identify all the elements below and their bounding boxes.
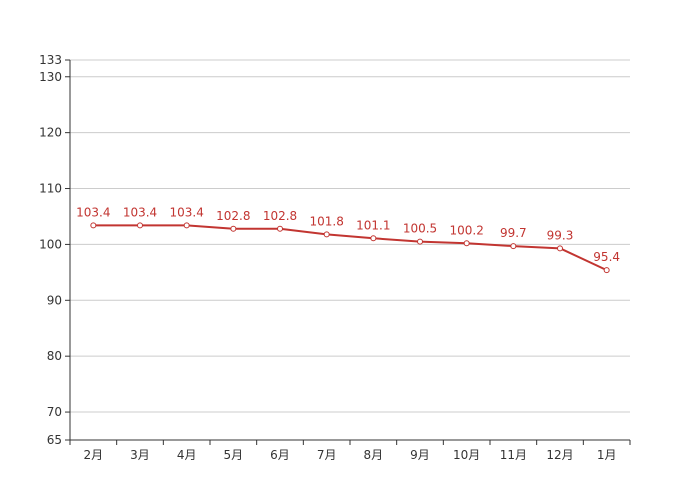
y-tick-label: 90 (47, 293, 62, 307)
data-point (230, 225, 237, 232)
data-label: 99.7 (500, 226, 527, 240)
data-label: 95.4 (593, 250, 620, 264)
data-label: 100.2 (449, 223, 483, 237)
data-point (417, 238, 423, 245)
data-label: 101.1 (356, 218, 390, 232)
x-tick-label: 7月 (317, 448, 337, 462)
gridlines (70, 59, 630, 413)
data-label: 99.3 (547, 228, 574, 242)
x-tick-label: 3月 (130, 448, 150, 462)
axes (65, 59, 631, 445)
data-labels: 103.4 103.4 103.4 102.8 102.8 101.8 101.1 100.5… (76, 205, 620, 264)
series (90, 222, 610, 274)
data-point (277, 225, 283, 232)
data-label: 102.8 (216, 209, 250, 223)
series-line (93, 224, 608, 272)
x-axis-tick-labels: 2月 3月 4月 5月 6月 7月 8月 9月 10月 11月 12月 1月 (84, 448, 617, 462)
data-point (370, 235, 377, 242)
y-tick-label: 110 (39, 182, 62, 196)
x-tick-label: 10月 (453, 448, 480, 462)
x-tick-label: 12月 (546, 448, 573, 462)
y-tick-label: 130 (39, 70, 62, 84)
y-tick-label: 65 (47, 433, 62, 447)
x-tick-label: 4月 (177, 448, 197, 462)
x-tick-label: 9月 (410, 448, 430, 462)
y-axis-tick-labels: 65 70 80 90 100 110 120 130 133 (39, 53, 62, 447)
data-label: 102.8 (263, 209, 297, 223)
data-label: 103.4 (76, 205, 110, 219)
y-tick-label: 100 (39, 237, 62, 251)
data-point (603, 267, 610, 274)
data-label: 100.5 (403, 222, 437, 236)
y-tick-label: 80 (47, 349, 62, 363)
x-tick-label: 1月 (597, 448, 617, 462)
data-point (183, 222, 190, 229)
data-point (90, 222, 97, 229)
x-tick-label: 8月 (364, 448, 384, 462)
x-tick-label: 5月 (224, 448, 244, 462)
data-label: 101.8 (309, 214, 343, 228)
data-point (557, 245, 563, 252)
x-tick-label: 2月 (84, 448, 104, 462)
data-point (463, 240, 470, 247)
data-point (323, 231, 330, 238)
y-tick-label: 133 (39, 53, 62, 67)
data-point (137, 222, 143, 229)
x-tick-label: 11月 (500, 448, 527, 462)
data-label: 103.4 (169, 205, 203, 219)
data-label: 103.4 (123, 205, 157, 219)
data-point (510, 243, 517, 250)
y-tick-label: 70 (47, 405, 62, 419)
x-tick-label: 6月 (270, 448, 290, 462)
y-tick-label: 120 (39, 126, 62, 140)
